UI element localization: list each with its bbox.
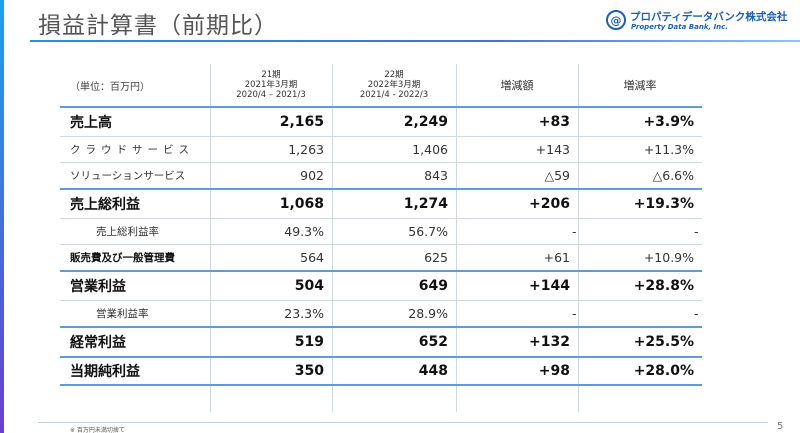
fy21-value: 519 (294, 334, 324, 350)
change-rate: +3.9% (643, 114, 694, 130)
table-row: 売上総利益 1,068 1,274 +206 +19.3% (60, 188, 702, 218)
row-label: 当期純利益 (70, 364, 140, 380)
change-rate: +28.8% (633, 278, 694, 294)
change-amount: +143 (535, 142, 570, 157)
table-row: 経常利益 519 652 +132 +25.5% (60, 326, 702, 356)
fy21-date-range: 2020/4 – 2021/3 (236, 90, 306, 101)
change-rate: +19.3% (633, 196, 694, 212)
footer-divider (38, 422, 768, 423)
column-divider (456, 64, 457, 412)
change-amount: +61 (543, 250, 570, 265)
logo-english-name: Property Data Bank, Inc. (631, 23, 728, 31)
column-header-change-amount: 増減額 (500, 79, 534, 92)
fy22-value: 625 (424, 250, 448, 265)
change-amount: +144 (529, 278, 570, 294)
fy21-value: 350 (294, 363, 324, 379)
fy21-value: 2,165 (279, 114, 324, 130)
page-number: 5 (777, 421, 784, 432)
fy21-value: 504 (294, 278, 324, 294)
row-label: 営業利益率 (96, 308, 149, 320)
page-title: 損益計算書（前期比） (38, 13, 278, 39)
table-row: 売上総利益率 49.3% 56.7% - - (60, 218, 702, 244)
row-label: 販売費及び一般管理費 (70, 252, 175, 264)
change-amount: - (572, 224, 577, 239)
fy21-value: 564 (300, 250, 324, 265)
change-rate: - (694, 224, 699, 239)
unit-label: （単位：百万円） (70, 81, 150, 93)
column-header-fy22: 22期 2022年3月期 2021/4 - 2022/3 (332, 64, 456, 106)
fy22-value: 652 (418, 334, 448, 350)
change-rate: - (694, 306, 699, 321)
fy22-value: 448 (418, 363, 448, 379)
row-label: ソリューションサービス (70, 170, 186, 182)
at-sign-icon: @ (606, 10, 626, 30)
table-row: クラウドサービス 1,263 1,406 +143 +11.3% (60, 136, 702, 162)
fy22-value: 56.7% (408, 224, 448, 239)
fy22-value: 843 (424, 168, 448, 183)
row-label: クラウドサービス (70, 144, 194, 156)
change-rate: +25.5% (633, 334, 694, 350)
fy21-value: 23.3% (284, 306, 324, 321)
table-header: （単位：百万円） 21期 2021年3月期 2020/4 – 2021/3 22… (60, 64, 702, 106)
fy21-year-end: 2021年3月期 (244, 79, 298, 90)
table-row: 売上高 2,165 2,249 +83 +3.9% (60, 106, 702, 136)
footnote: ※ 百万円未満切捨て (70, 427, 125, 433)
fy21-value: 902 (300, 168, 324, 183)
row-label: 経常利益 (70, 335, 126, 351)
row-label: 売上高 (70, 115, 112, 131)
fy22-period: 22期 (384, 69, 404, 80)
change-rate: +10.9% (643, 250, 694, 265)
income-statement-table: （単位：百万円） 21期 2021年3月期 2020/4 – 2021/3 22… (60, 64, 702, 386)
change-amount: △59 (544, 168, 570, 183)
column-divider (210, 64, 211, 412)
change-rate: +28.0% (633, 363, 694, 379)
change-amount: +98 (538, 363, 570, 379)
column-divider (578, 64, 579, 412)
change-amount: +132 (529, 334, 570, 350)
fy22-value: 1,406 (412, 142, 448, 157)
table-row: 販売費及び一般管理費 564 625 +61 +10.9% (60, 244, 702, 270)
logo-japanese-name: プロパティデータバンク株式会社 (630, 11, 788, 23)
change-amount: +83 (538, 114, 570, 130)
table-row: 当期純利益 350 448 +98 +28.0% (60, 356, 702, 386)
fy22-value: 1,274 (403, 196, 448, 212)
fy21-value: 1,263 (288, 142, 324, 157)
fy21-value: 1,068 (279, 196, 324, 212)
table-row: 営業利益 504 649 +144 +28.8% (60, 270, 702, 300)
fy21-value: 49.3% (284, 224, 324, 239)
fy22-date-range: 2021/4 - 2022/3 (359, 90, 429, 101)
column-divider (332, 64, 333, 412)
change-amount: +206 (529, 196, 570, 212)
change-amount: - (572, 306, 577, 321)
left-accent-bar (0, 0, 4, 433)
table-row: 営業利益率 23.3% 28.9% - - (60, 300, 702, 326)
table-row: ソリューションサービス 902 843 △59 △6.6% (60, 162, 702, 188)
title-underline (30, 40, 800, 42)
change-rate: △6.6% (652, 168, 694, 183)
row-label: 営業利益 (70, 279, 126, 295)
change-rate: +11.3% (643, 142, 694, 157)
fy22-value: 649 (418, 278, 448, 294)
company-logo: @ プロパティデータバンク株式会社 Property Data Bank, In… (606, 8, 796, 36)
fy21-period: 21期 (261, 69, 281, 80)
column-header-fy21: 21期 2021年3月期 2020/4 – 2021/3 (210, 64, 332, 106)
row-label: 売上総利益率 (96, 226, 159, 238)
column-header-change-rate: 増減率 (623, 79, 657, 92)
row-label: 売上総利益 (70, 197, 140, 213)
fy22-value: 28.9% (408, 306, 448, 321)
fy22-value: 2,249 (403, 114, 448, 130)
fy22-year-end: 2022年3月期 (367, 79, 421, 90)
